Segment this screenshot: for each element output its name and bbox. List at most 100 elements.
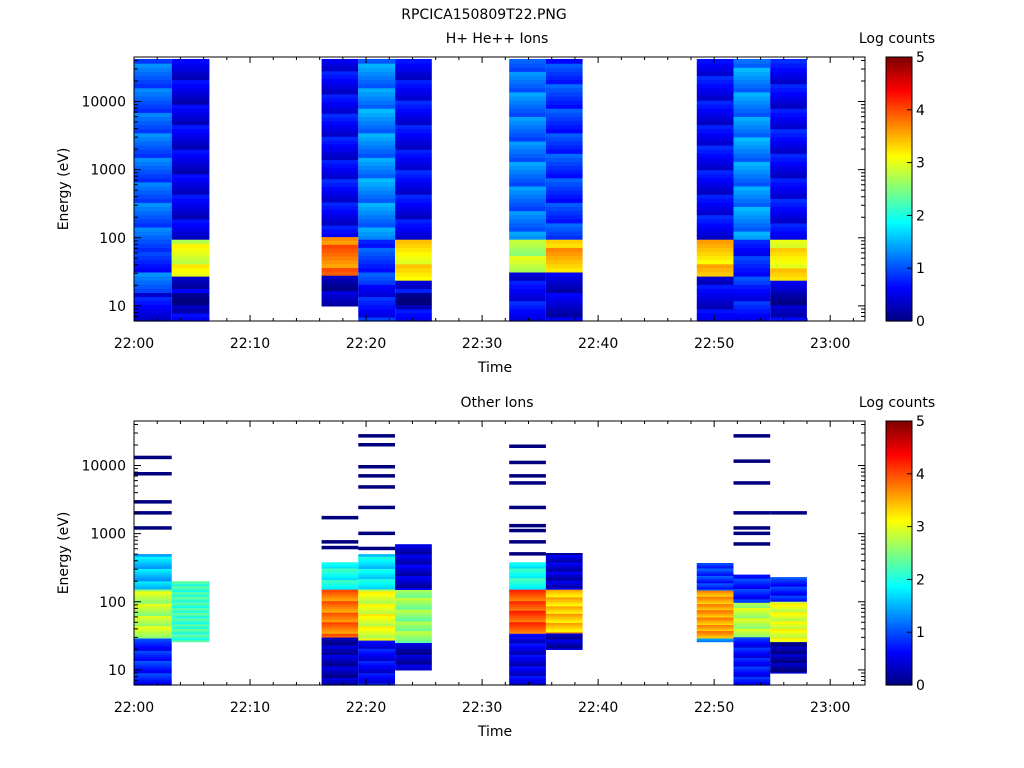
energy-bin xyxy=(545,595,583,598)
isolated-count-line xyxy=(509,523,546,528)
energy-bin xyxy=(770,622,807,625)
energy-bin xyxy=(321,151,359,157)
energy-bin xyxy=(171,592,210,595)
energy-bin xyxy=(395,255,432,261)
energy-bin xyxy=(321,302,359,307)
energy-bin xyxy=(134,568,172,572)
energy-bin xyxy=(134,670,172,674)
energy-bin xyxy=(171,276,210,281)
energy-bin xyxy=(770,644,807,647)
colorbar-segment xyxy=(886,426,912,430)
energy-bin xyxy=(770,652,807,655)
energy-bin xyxy=(134,173,172,179)
energy-bin xyxy=(509,669,546,673)
energy-bin xyxy=(696,583,734,586)
colorbar-segment xyxy=(886,297,912,301)
energy-bin xyxy=(358,263,395,269)
energy-bin xyxy=(545,239,583,244)
energy-bin xyxy=(358,235,395,240)
energy-bin xyxy=(696,100,734,105)
energy-bin xyxy=(545,575,583,578)
energy-bin xyxy=(696,591,734,594)
energy-bin xyxy=(733,619,771,622)
energy-bin xyxy=(770,222,807,228)
energy-bin xyxy=(395,194,432,199)
energy-bin xyxy=(358,678,395,682)
energy-bin xyxy=(358,680,395,684)
energy-bin xyxy=(696,617,734,619)
energy-bin xyxy=(770,601,807,604)
energy-bin xyxy=(770,616,807,619)
energy-bin xyxy=(358,642,395,645)
energy-bin xyxy=(134,255,172,261)
energy-bin xyxy=(321,614,359,617)
colorbar-segment xyxy=(886,608,912,612)
isolated-count-line xyxy=(509,444,546,448)
colorbar-segment xyxy=(886,99,912,103)
colorbar-segment xyxy=(886,70,912,74)
energy-bin xyxy=(545,566,583,569)
energy-bin xyxy=(395,567,432,571)
energy-bin xyxy=(696,620,734,623)
energy-bin xyxy=(696,585,734,587)
colorbar-segment xyxy=(886,476,912,480)
energy-bin xyxy=(545,63,583,68)
colorbar-segment xyxy=(886,294,912,298)
energy-bin xyxy=(134,584,172,588)
energy-bin xyxy=(134,554,172,557)
energy-bin xyxy=(733,633,771,636)
energy-bin xyxy=(395,71,432,76)
energy-bin xyxy=(171,210,210,216)
energy-bin xyxy=(321,178,359,184)
energy-bin xyxy=(696,112,734,117)
energy-bin xyxy=(733,95,771,101)
energy-bin xyxy=(733,190,771,195)
energy-bin xyxy=(321,105,359,110)
energy-bin xyxy=(770,190,807,195)
energy-bin xyxy=(733,296,771,302)
energy-bin xyxy=(545,157,583,162)
energy-bin xyxy=(770,613,807,616)
energy-bin xyxy=(509,316,546,322)
energy-bin xyxy=(395,548,432,551)
energy-bin xyxy=(321,627,359,630)
energy-bin xyxy=(770,271,807,277)
energy-bin xyxy=(321,174,359,180)
energy-bin xyxy=(696,636,734,639)
colorbar-segment xyxy=(886,212,912,216)
energy-bin xyxy=(733,222,771,228)
energy-bin xyxy=(358,214,395,220)
energy-bin xyxy=(545,169,583,175)
energy-bin xyxy=(509,198,546,203)
colorbar-segment xyxy=(886,154,912,158)
energy-bin xyxy=(696,145,734,150)
colorbar-segment xyxy=(886,465,912,470)
energy-bin xyxy=(321,679,359,682)
isolated-count-line xyxy=(509,552,546,556)
energy-bin xyxy=(696,91,734,97)
energy-bin xyxy=(696,601,734,603)
energy-bin xyxy=(321,143,359,149)
energy-bin xyxy=(358,662,395,666)
colorbar-segment xyxy=(886,278,912,282)
colorbar-tick-label: 1 xyxy=(916,625,925,641)
isolated-count-line xyxy=(134,455,172,460)
energy-bin xyxy=(733,128,771,134)
energy-bin xyxy=(395,667,432,671)
colorbar-segment xyxy=(886,600,912,604)
energy-bin xyxy=(733,647,771,650)
energy-bin xyxy=(321,251,359,257)
energy-bin xyxy=(545,604,583,607)
energy-bin xyxy=(321,190,359,195)
energy-bin xyxy=(733,185,771,191)
energy-bin xyxy=(171,635,210,637)
energy-bin xyxy=(358,611,395,614)
energy-bin xyxy=(358,108,395,113)
energy-bin xyxy=(395,581,432,585)
energy-bin xyxy=(171,600,210,602)
energy-bin xyxy=(395,169,432,175)
energy-bin xyxy=(770,637,807,640)
energy-bin xyxy=(321,681,359,684)
energy-bin xyxy=(545,596,583,599)
